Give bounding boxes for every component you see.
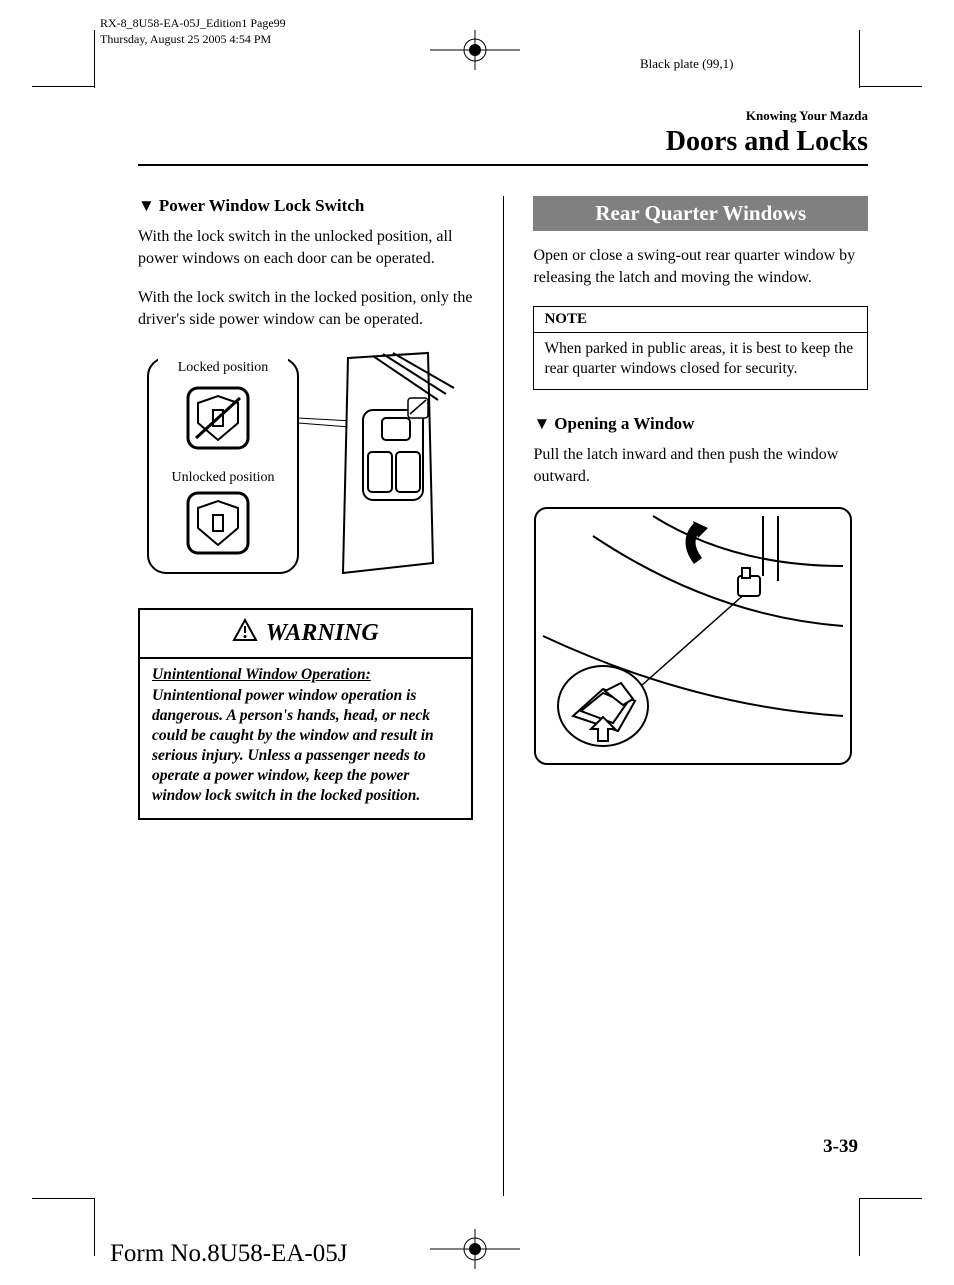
triangle-down-icon: ▼ <box>138 196 155 216</box>
two-column-layout: ▼Power Window Lock Switch With the lock … <box>138 196 868 1196</box>
page-number: 3-39 <box>823 1136 858 1158</box>
page-content: Knowing Your Mazda Doors and Locks ▼Powe… <box>138 108 868 1196</box>
section-banner: Rear Quarter Windows <box>533 196 868 231</box>
warning-title: Unintentional Window Operation: <box>152 666 371 683</box>
quarter-window-figure <box>533 506 853 771</box>
print-header: RX-8_8U58-EA-05J_Edition1 Page99 Thursda… <box>100 16 286 47</box>
column-divider <box>503 196 504 1196</box>
unlocked-position-label: Unlocked position <box>171 470 274 485</box>
note-body: When parked in public areas, it is best … <box>534 333 867 389</box>
crop-mark <box>32 86 94 87</box>
right-subhead-text: Opening a Window <box>554 414 694 433</box>
warning-triangle-icon <box>232 618 258 649</box>
print-header-line2: Thursday, August 25 2005 4:54 PM <box>100 32 286 48</box>
triangle-down-icon: ▼ <box>533 414 550 434</box>
right-column: Rear Quarter Windows Open or close a swi… <box>533 196 868 1196</box>
right-paragraph-1: Open or close a swing-out rear quarter w… <box>533 245 868 288</box>
black-plate-label: Black plate (99,1) <box>640 56 734 72</box>
crop-mark <box>94 1198 95 1256</box>
crop-mark <box>859 1198 860 1256</box>
crop-mark <box>859 30 860 88</box>
crop-mark <box>860 1198 922 1199</box>
note-box: NOTE When parked in public areas, it is … <box>533 306 868 390</box>
right-paragraph-2: Pull the latch inward and then push the … <box>533 444 868 487</box>
warning-header: WARNING <box>140 610 471 659</box>
registration-mark-icon <box>430 1229 520 1274</box>
left-paragraph-2: With the lock switch in the locked posit… <box>138 287 473 330</box>
warning-box: WARNING Unintentional Window Operation: … <box>138 608 473 820</box>
section-title: Doors and Locks <box>138 126 868 158</box>
left-subhead: ▼Power Window Lock Switch <box>138 196 473 216</box>
left-paragraph-1: With the lock switch in the unlocked pos… <box>138 226 473 269</box>
section-label: Knowing Your Mazda <box>138 108 868 124</box>
horizontal-rule <box>138 164 868 166</box>
warning-text: Unintentional power window operation is … <box>152 687 434 805</box>
crop-mark <box>860 86 922 87</box>
left-subhead-text: Power Window Lock Switch <box>159 196 364 215</box>
registration-mark-icon <box>430 30 520 75</box>
warning-label: WARNING <box>266 620 379 647</box>
crop-mark <box>94 30 95 88</box>
right-subhead: ▼Opening a Window <box>533 414 868 434</box>
left-column: ▼Power Window Lock Switch With the lock … <box>138 196 473 1196</box>
lock-switch-figure: Locked position Unlocked position <box>138 348 458 588</box>
note-label: NOTE <box>534 307 867 333</box>
form-number: Form No.8U58-EA-05J <box>110 1240 348 1268</box>
crop-mark <box>32 1198 94 1199</box>
locked-position-label: Locked position <box>178 360 269 375</box>
warning-body: Unintentional Window Operation: Unintent… <box>140 659 471 818</box>
print-header-line1: RX-8_8U58-EA-05J_Edition1 Page99 <box>100 16 286 32</box>
